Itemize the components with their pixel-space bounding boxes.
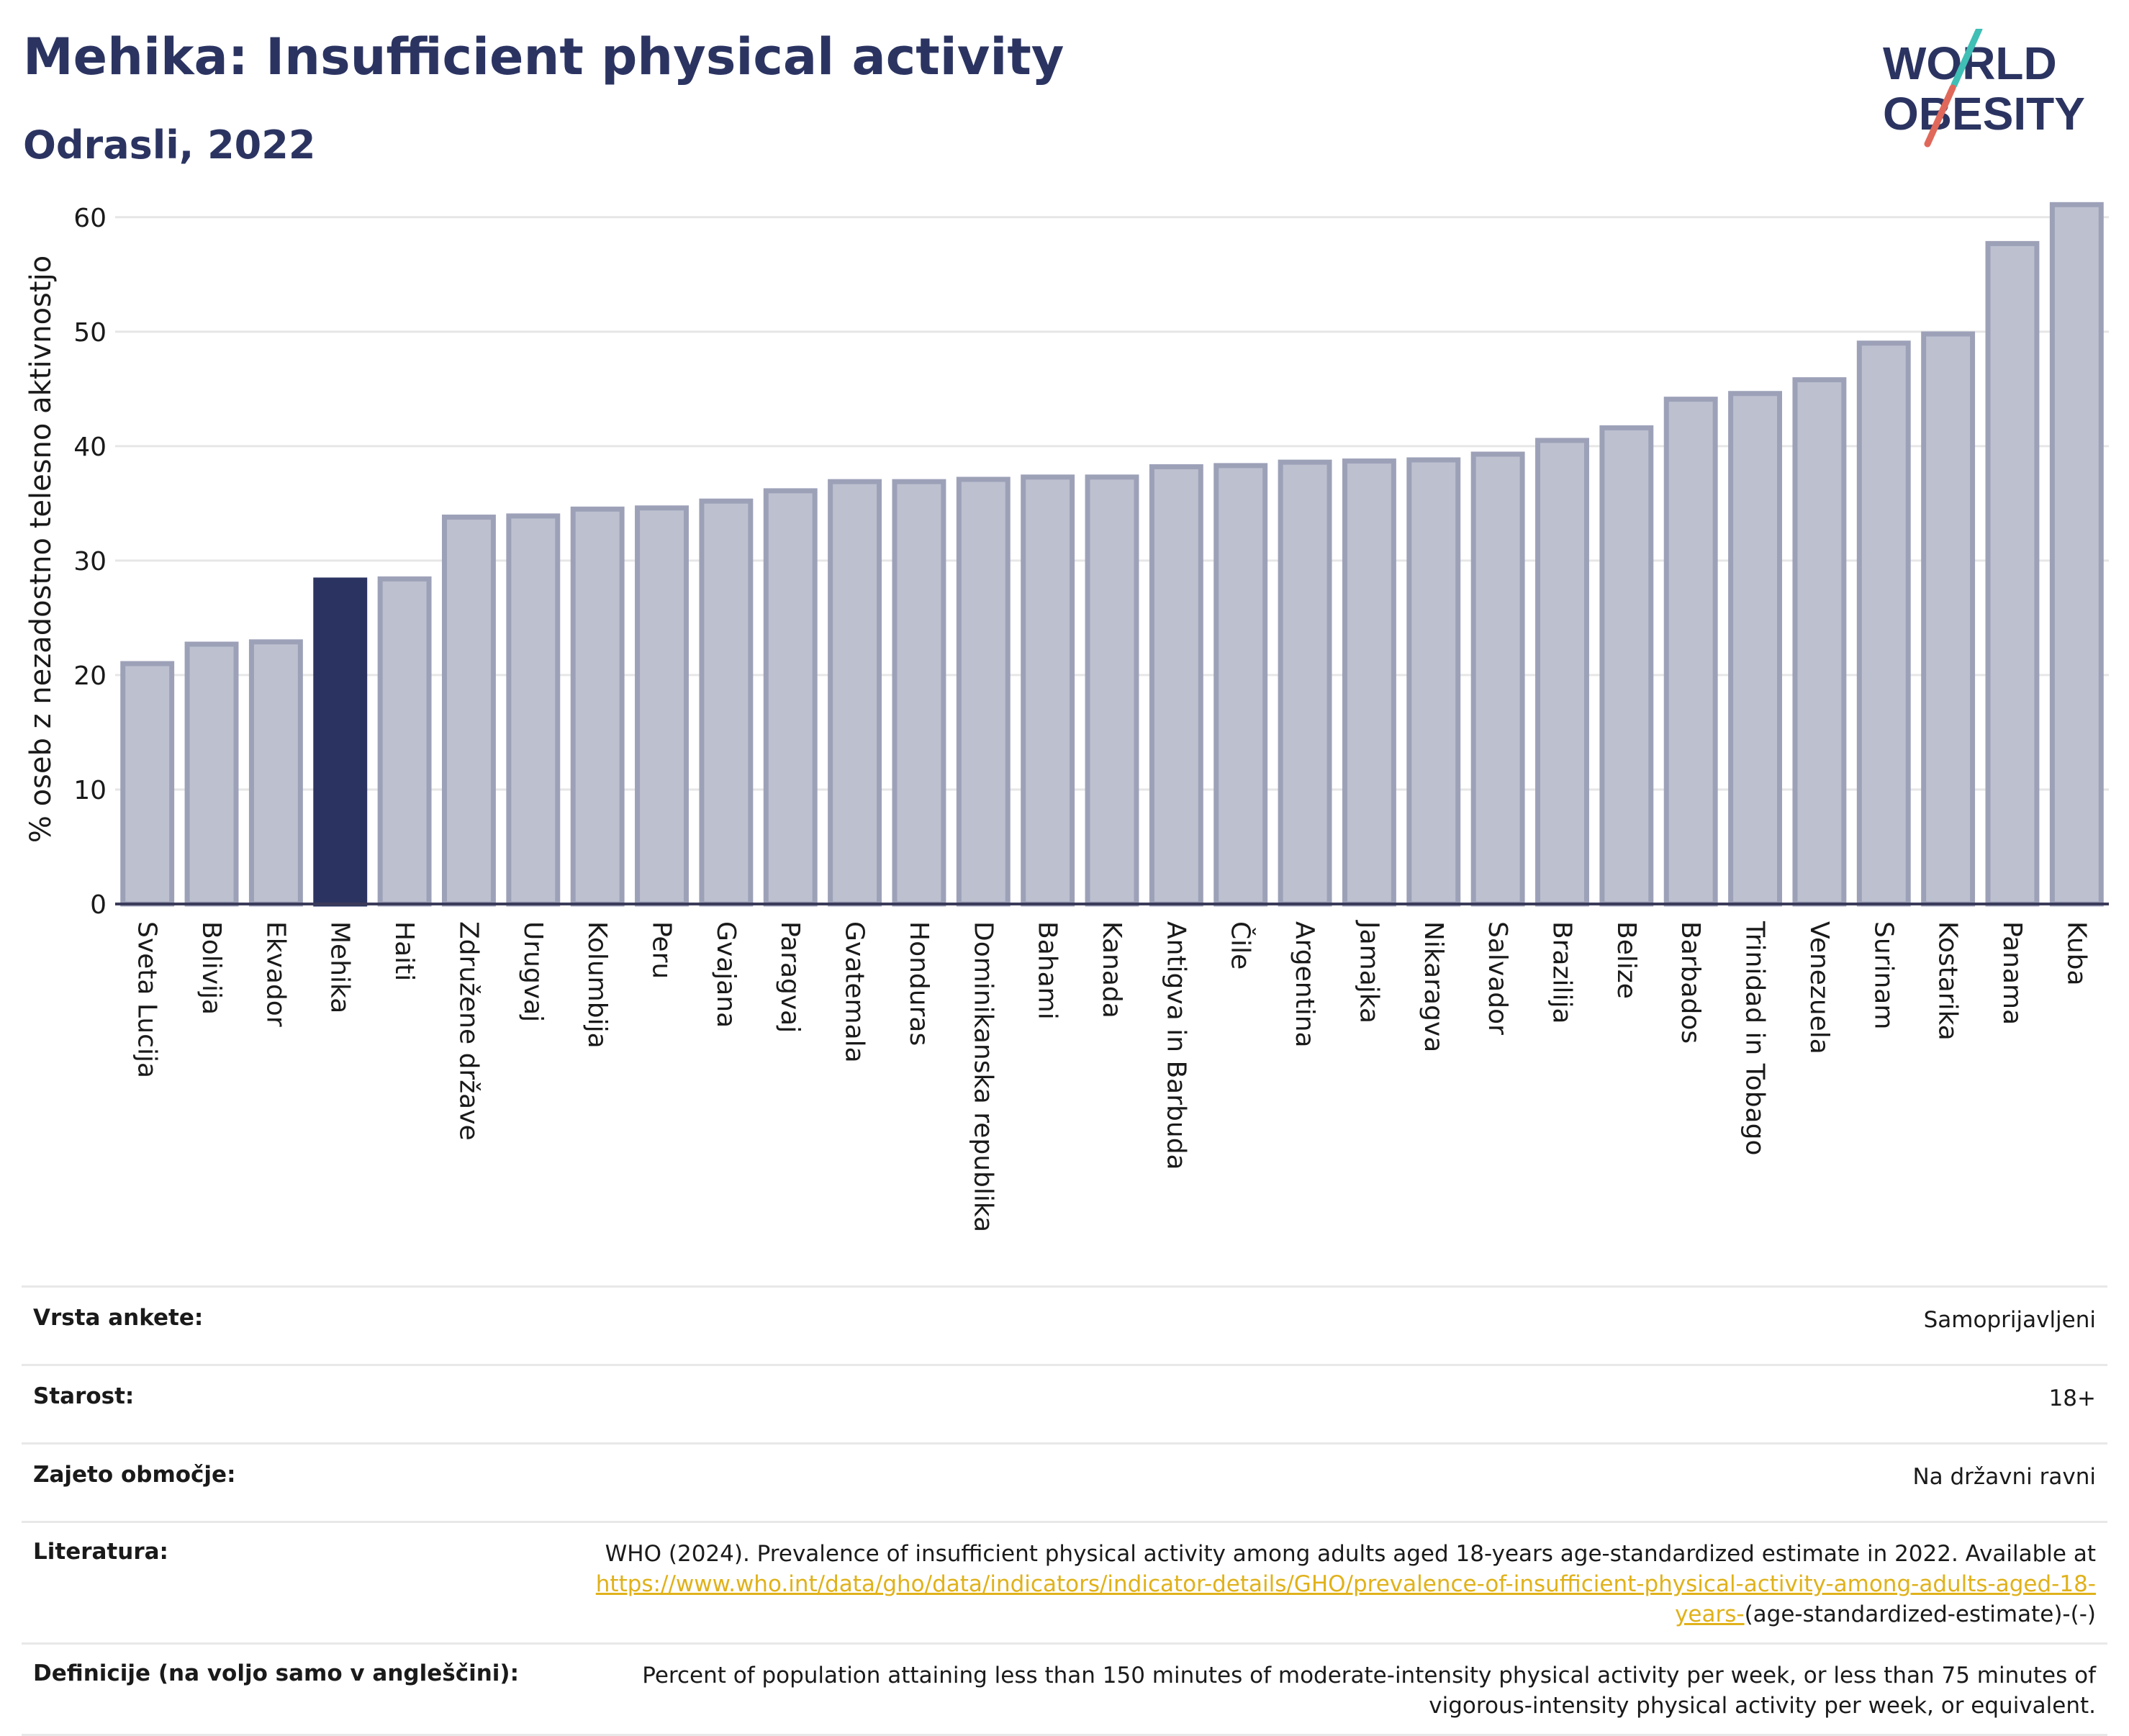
bar: [184, 641, 239, 907]
x-tick-label: Belize: [1612, 921, 1641, 999]
x-tick-label: Kanada: [1097, 921, 1126, 1018]
x-tick-label: Venezuela: [1804, 921, 1834, 1054]
bar: [1663, 397, 1718, 907]
bar: [1278, 459, 1332, 907]
x-tick-label: Barbados: [1676, 921, 1705, 1044]
meta-value: Percent of population attaining less tha…: [530, 1642, 2107, 1736]
x-tick-label: Panama: [1997, 921, 2027, 1025]
meta-value: WHO (2024). Prevalence of insufficient p…: [530, 1521, 2107, 1644]
bar: [699, 498, 754, 907]
bar: [1728, 391, 1783, 907]
bar: [1985, 240, 2040, 907]
bar: [248, 639, 303, 907]
meta-value: Na državni ravni: [530, 1442, 2107, 1522]
x-tick-label: Paragvaj: [775, 921, 805, 1033]
x-tick-label: Jamajka: [1354, 920, 1383, 1023]
x-tick-label: Gvatemala: [840, 921, 869, 1063]
bar: [763, 488, 818, 907]
bar: [1342, 458, 1396, 907]
x-tick-label: Bolivija: [196, 921, 226, 1015]
bar: [506, 513, 561, 907]
reference-text: WHO (2024). Prevalence of insufficient p…: [605, 1541, 2096, 1567]
logo-slash-red: [1924, 84, 1956, 148]
world-obesity-logo: WORLD OBESITY: [1883, 29, 2085, 148]
logo-slash-teal: [1951, 29, 1983, 89]
x-tick-label: Bahami: [1033, 921, 1062, 1020]
bar: [570, 506, 625, 907]
metadata-table: Vrsta ankete: Samoprijavljeni Starost: 1…: [22, 1285, 2107, 1736]
reference-link[interactable]: https://www.who.int/data/gho/data/indica…: [595, 1571, 2096, 1627]
y-axis-label: % oseb z nezadostno telesno aktivnostjo: [24, 256, 58, 843]
x-tick-label: Ekvador: [261, 921, 290, 1027]
y-tick-label: 40: [73, 433, 107, 462]
logo-line-2: OBESITY: [1883, 88, 2085, 140]
meta-key: Vrsta ankete:: [22, 1285, 530, 1365]
bar: [1921, 331, 1976, 907]
x-tick-label: Čile: [1226, 921, 1256, 969]
meta-key: Literatura:: [22, 1521, 530, 1644]
x-tick-label: Brazilija: [1547, 921, 1576, 1024]
bar: [1535, 438, 1589, 907]
page-subtitle: Odrasli, 2022: [23, 122, 316, 168]
bar: [1599, 425, 1654, 907]
bar: [1406, 457, 1461, 907]
x-tick-label: Surinam: [1868, 921, 1898, 1029]
bar: [1085, 474, 1139, 907]
page-title: Mehika: Insufficient physical activity: [23, 27, 1064, 86]
x-tick-label: Sveta Lucija: [132, 921, 162, 1078]
reference-suffix: (age-standardized-estimate)-(-): [1744, 1601, 2096, 1627]
bar: [1149, 464, 1203, 907]
x-tick-label: Haiti: [389, 921, 419, 981]
meta-row-age: Starost: 18+: [22, 1364, 2107, 1444]
y-tick-label: 20: [73, 661, 107, 691]
y-tick-label: 60: [73, 204, 107, 233]
x-tick-label: Kolumbija: [582, 921, 612, 1049]
bar: [892, 479, 946, 907]
x-tick-label: Kostarika: [1933, 921, 1963, 1041]
x-tick-label: Gvajana: [711, 921, 741, 1028]
bar: [1856, 340, 1911, 907]
x-tick-label: Honduras: [904, 921, 934, 1046]
x-tick-label: Trinidad in Tobago: [1740, 921, 1770, 1155]
meta-row-coverage: Zajeto območje: Na državni ravni: [22, 1442, 2107, 1522]
bar: [2049, 202, 2104, 907]
bar: [313, 577, 368, 907]
x-tick-label: Urugvaj: [518, 921, 548, 1022]
x-tick-label: Peru: [647, 921, 677, 979]
y-tick-label: 50: [73, 318, 107, 348]
x-tick-label: Salvador: [1483, 921, 1512, 1035]
bar: [377, 576, 432, 907]
bar: [1792, 377, 1847, 907]
bar: [828, 479, 882, 907]
x-tick-label: Združene države: [453, 921, 483, 1141]
bar: [956, 476, 1011, 907]
meta-key: Zajeto območje:: [22, 1442, 530, 1522]
meta-key: Starost:: [22, 1364, 530, 1444]
bar: [635, 505, 689, 907]
bar: [120, 661, 175, 907]
bar: [441, 514, 496, 907]
meta-row-definitions: Definicije (na voljo samo v angleščini):…: [22, 1642, 2107, 1736]
meta-key: Definicije (na voljo samo v angleščini):: [22, 1642, 530, 1736]
meta-row-survey-type: Vrsta ankete: Samoprijavljeni: [22, 1285, 2107, 1365]
bar: [1213, 463, 1268, 907]
x-tick-label: Dominikanska republika: [968, 921, 998, 1232]
bar: [1470, 451, 1525, 907]
x-tick-label: Argentina: [1290, 921, 1319, 1048]
x-tick-label: Nikaragva: [1419, 921, 1448, 1052]
x-tick-label: Mehika: [325, 921, 355, 1013]
meta-value: Samoprijavljeni: [530, 1285, 2107, 1365]
y-tick-label: 30: [73, 547, 107, 577]
bar-chart: 0 10 20 30 40 50 60 % oseb z nezadostno telesno…: [24, 202, 2109, 1232]
x-tick-label: Antigva in Barbuda: [1161, 921, 1190, 1170]
meta-value: 18+: [530, 1364, 2107, 1444]
bar: [1021, 474, 1075, 907]
meta-row-references: Literatura: WHO (2024). Prevalence of in…: [22, 1521, 2107, 1644]
x-tick-label: Kuba: [2061, 921, 2091, 986]
y-tick-label: 0: [90, 890, 107, 920]
y-tick-label: 10: [73, 776, 107, 805]
